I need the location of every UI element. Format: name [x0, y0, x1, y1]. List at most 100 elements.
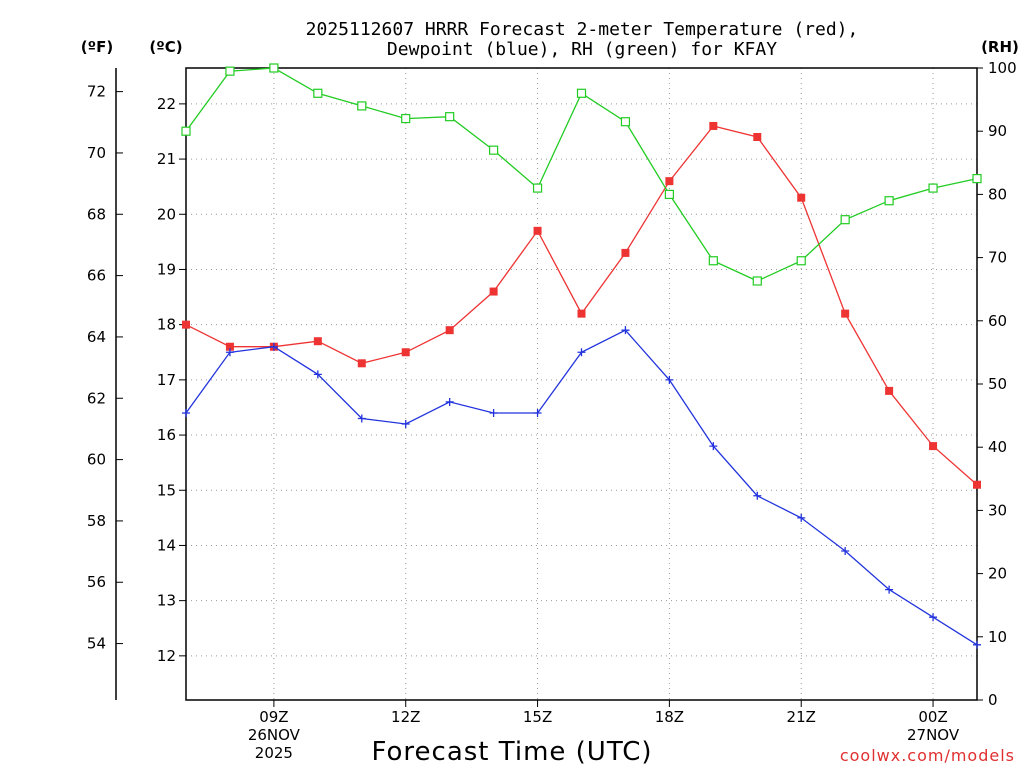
rh-point [445, 112, 455, 122]
rh-tick-label: 40 [988, 438, 1007, 456]
fahrenheit-tick-label: 72 [87, 83, 106, 101]
dewpoint-point [313, 370, 322, 379]
temperature-point [797, 193, 806, 202]
rh-point [840, 215, 850, 225]
dewpoint-point [445, 397, 454, 406]
temperature-point [753, 132, 762, 141]
dewpoint-point [753, 491, 762, 500]
dewpoint-point [709, 442, 718, 451]
rh-series-line [185, 67, 978, 282]
rh-point [664, 189, 674, 199]
dewpoint-point [797, 513, 806, 522]
celsius-tick-label: 15 [157, 481, 176, 499]
rh-tick-label: 80 [988, 185, 1007, 203]
dewpoint-point [621, 326, 630, 335]
dewpoint-point [929, 613, 938, 622]
rh-tick-label: 10 [988, 628, 1007, 646]
dewpoint-point [885, 585, 894, 594]
celsius-tick-label: 20 [157, 205, 176, 223]
fahrenheit-tick-label: 70 [87, 144, 106, 162]
rh-point [181, 126, 191, 136]
rh-point [708, 256, 718, 266]
celsius-tick-label: 22 [157, 95, 176, 113]
x-tick-label: 09Z [259, 708, 288, 726]
rh-tick-label: 0 [988, 691, 998, 709]
rh-point [884, 196, 894, 206]
rh-point [752, 276, 762, 286]
fahrenheit-unit-label: (ºF) [81, 38, 113, 56]
x-tick-label: 26NOV [248, 726, 301, 744]
dewpoint-point [489, 408, 498, 417]
rh-point [532, 183, 543, 193]
dewpoint-point [665, 375, 674, 384]
source-credit: coolwx.com/models [840, 746, 1015, 765]
rh-unit-label: (RH) [981, 38, 1019, 56]
chart-title-line-1: 2025112607 HRRR Forecast 2-meter Tempera… [306, 19, 859, 40]
temperature-point [182, 320, 190, 329]
celsius-tick-label: 17 [157, 371, 176, 389]
temperature-point [929, 442, 938, 451]
x-tick-label: 15Z [523, 708, 552, 726]
chart-title-line-2: Dewpoint (blue), RH (green) for KFAY [387, 39, 777, 60]
fahrenheit-tick-label: 68 [87, 205, 106, 223]
rh-point [972, 174, 982, 184]
rh-point [313, 88, 323, 98]
rh-point [357, 101, 367, 111]
rh-point [928, 183, 938, 193]
temperature-point [709, 121, 718, 130]
temperature-point [973, 480, 981, 489]
celsius-tick-label: 16 [157, 426, 176, 444]
data-series [181, 63, 982, 649]
rh-tick-label: 60 [988, 312, 1007, 330]
fahrenheit-tick-label: 56 [87, 573, 106, 591]
temperature-point [445, 326, 454, 335]
dewpoint-point [577, 348, 586, 357]
dewpoint-point [182, 408, 190, 417]
dewpoint-point [357, 414, 366, 423]
fahrenheit-tick-label: 64 [87, 328, 106, 346]
fahrenheit-tick-label: 58 [87, 512, 106, 530]
temperature-point [533, 226, 542, 235]
x-axis-label: Forecast Time (UTC) [371, 737, 652, 767]
rh-tick-label: 50 [988, 375, 1007, 393]
x-tick-label: 2025 [255, 744, 293, 762]
temperature-point [313, 337, 322, 346]
axes: 12 13 14 15 16 17 18 19 20 21 22 54 56 58 60 62 64 66 68 70… [87, 59, 1017, 762]
dewpoint-point [533, 408, 542, 417]
temperature-point [841, 309, 850, 318]
x-tick-label: 21Z [787, 708, 816, 726]
x-tick-label: 12Z [391, 708, 420, 726]
celsius-tick-label: 19 [157, 260, 176, 278]
x-tick-label: 00Z [918, 708, 947, 726]
x-tick-label: 18Z [655, 708, 684, 726]
dewpoint-point [269, 342, 278, 351]
celsius-unit-label: (ºC) [149, 38, 182, 56]
temperature-point [577, 309, 586, 318]
rh-tick-label: 70 [988, 249, 1007, 267]
temperature-point [357, 359, 366, 368]
temperature-point [621, 248, 630, 257]
fahrenheit-tick-label: 54 [87, 635, 106, 653]
temperature-point [401, 348, 410, 357]
rh-tick-label: 90 [988, 122, 1007, 140]
celsius-tick-label: 14 [157, 536, 176, 554]
temperature-series-line [185, 125, 978, 486]
temperature-point [885, 386, 894, 395]
rh-tick-label: 30 [988, 501, 1007, 519]
x-tick-label: 27NOV [907, 726, 960, 744]
rh-point [401, 113, 411, 124]
dewpoint-series-line [185, 329, 978, 646]
fahrenheit-tick-label: 60 [87, 451, 106, 469]
dewpoint-point [973, 640, 981, 649]
rh-tick-label: 100 [988, 59, 1017, 77]
celsius-tick-label: 21 [157, 150, 176, 168]
plot-frame [185, 67, 978, 701]
celsius-tick-label: 13 [157, 592, 176, 610]
celsius-tick-label: 12 [157, 647, 176, 665]
rh-point [225, 66, 235, 76]
celsius-tick-label: 18 [157, 316, 176, 334]
rh-point [269, 63, 279, 73]
rh-point [489, 145, 499, 155]
temperature-point [225, 342, 234, 351]
